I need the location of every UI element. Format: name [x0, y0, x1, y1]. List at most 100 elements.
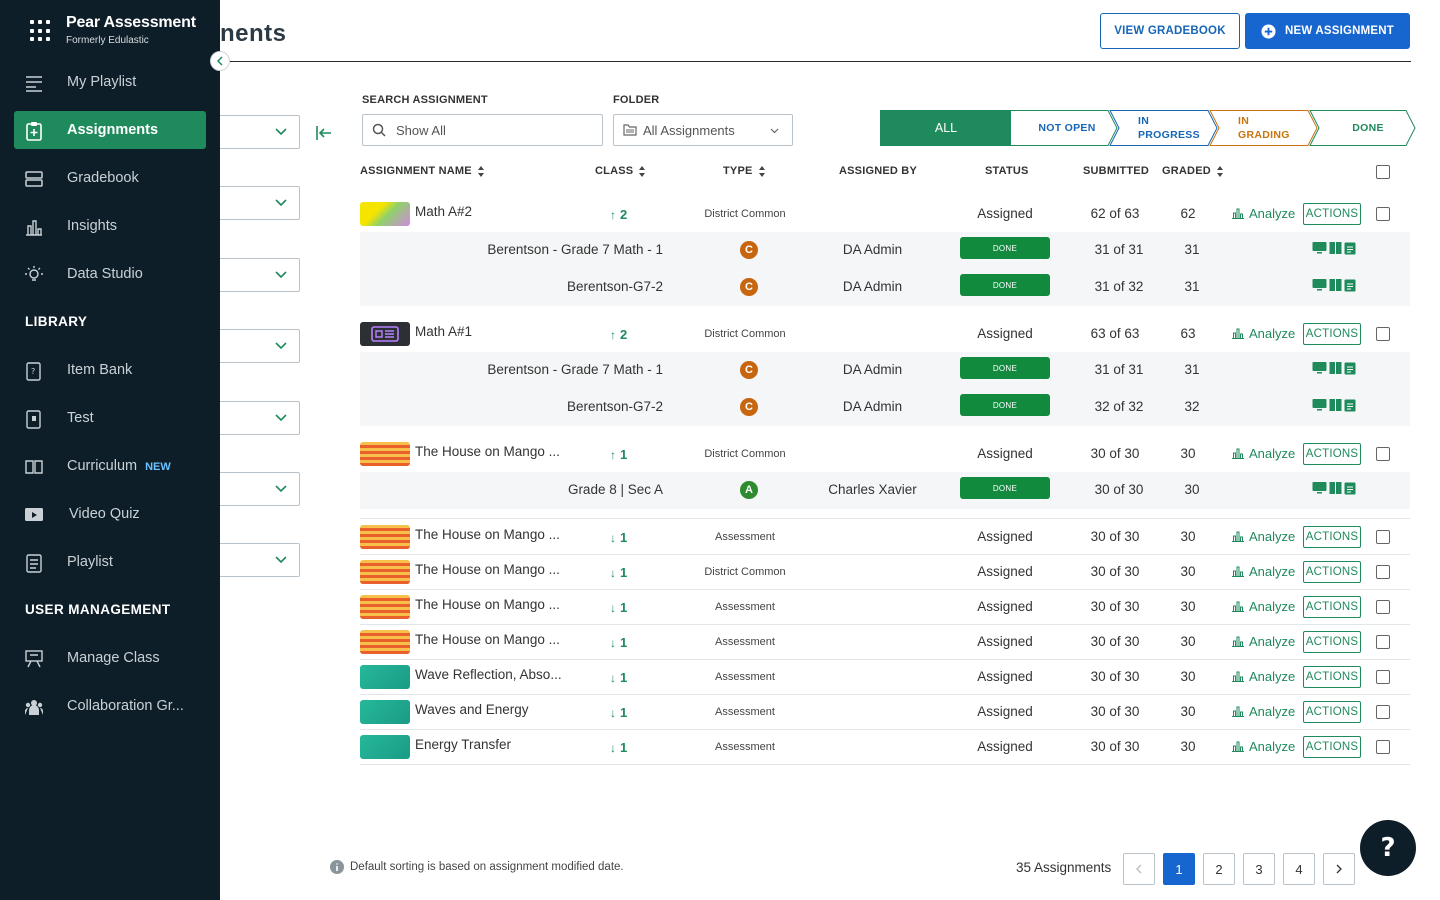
sidebar-item-manage-class[interactable]: Manage Class — [14, 639, 206, 677]
assignment-name[interactable]: The House on Mango ... — [415, 562, 560, 577]
sidebar-item-collaboration-groups[interactable]: Collaboration Gr... — [14, 687, 206, 725]
prev-page-button[interactable] — [1123, 853, 1155, 885]
col-header-assignment-name[interactable]: ASSIGNMENT NAME — [360, 165, 484, 177]
filter-select-3[interactable] — [220, 258, 300, 292]
monitor-icon[interactable] — [1312, 278, 1327, 291]
next-page-button[interactable] — [1323, 853, 1355, 885]
analyze-link[interactable]: Analyze — [1232, 739, 1295, 754]
tab-in-grading[interactable]: IN GRADING — [1238, 115, 1290, 141]
sidebar-item-my-playlist[interactable]: My Playlist — [14, 63, 206, 101]
sidebar-item-insights[interactable]: Insights — [14, 207, 206, 245]
assignment-name[interactable]: Wave Reflection, Abso... — [415, 667, 562, 682]
assignment-name[interactable]: The House on Mango ... — [415, 444, 560, 459]
col-header-type[interactable]: TYPE — [723, 165, 765, 177]
sidebar-item-gradebook[interactable]: Gradebook — [14, 159, 206, 197]
row-checkbox[interactable] — [1376, 600, 1390, 614]
col-header-class[interactable]: CLASS — [595, 165, 646, 177]
book-open-icon[interactable] — [1329, 398, 1342, 412]
sidebar-item-assignments[interactable]: Assignments — [14, 111, 206, 149]
actions-button[interactable]: ACTIONS — [1303, 323, 1361, 345]
monitor-icon[interactable] — [1312, 361, 1327, 374]
assignment-name[interactable]: Math A#1 — [415, 324, 473, 339]
row-checkbox[interactable] — [1376, 327, 1390, 341]
collapse-filters-icon[interactable] — [316, 126, 332, 140]
clipboard-icon[interactable] — [1344, 241, 1356, 255]
actions-button[interactable]: ACTIONS — [1303, 443, 1361, 465]
sidebar-item-playlist[interactable]: Playlist — [14, 543, 206, 581]
section-name[interactable]: Berentson-G7-2 — [566, 399, 663, 414]
assignment-name[interactable]: Math A#2 — [415, 204, 473, 219]
actions-button[interactable]: ACTIONS — [1303, 666, 1361, 688]
actions-button[interactable]: ACTIONS — [1303, 526, 1361, 548]
filter-select-4[interactable] — [220, 329, 300, 363]
row-checkbox[interactable] — [1376, 740, 1390, 754]
actions-button[interactable]: ACTIONS — [1303, 701, 1361, 723]
assignment-name[interactable]: The House on Mango ... — [415, 632, 560, 647]
row-checkbox[interactable] — [1376, 670, 1390, 684]
monitor-icon[interactable] — [1312, 398, 1327, 411]
row-checkbox[interactable] — [1376, 635, 1390, 649]
search-input[interactable]: Show All — [362, 114, 603, 146]
row-checkbox[interactable] — [1376, 565, 1390, 579]
section-name[interactable]: Berentson - Grade 7 Math - 1 — [487, 242, 663, 257]
actions-button[interactable]: ACTIONS — [1303, 203, 1361, 225]
analyze-link[interactable]: Analyze — [1232, 326, 1295, 341]
assignment-name[interactable]: Energy Transfer — [415, 737, 512, 752]
page-button-4[interactable]: 4 — [1283, 853, 1315, 885]
help-button[interactable]: ? — [1360, 820, 1416, 876]
analyze-link[interactable]: Analyze — [1232, 669, 1295, 684]
assignment-name[interactable]: The House on Mango ... — [415, 527, 560, 542]
analyze-link[interactable]: Analyze — [1232, 206, 1295, 221]
book-open-icon[interactable] — [1329, 241, 1342, 255]
book-open-icon[interactable] — [1329, 361, 1342, 375]
row-checkbox[interactable] — [1376, 207, 1390, 221]
collapse-sidebar-button[interactable] — [210, 51, 230, 71]
section-name[interactable]: Grade 8 | Sec A — [567, 482, 663, 497]
clipboard-icon[interactable] — [1344, 481, 1356, 495]
sidebar-item-item-bank[interactable]: ? Item Bank — [14, 351, 206, 389]
monitor-icon[interactable] — [1312, 241, 1327, 254]
tab-done[interactable]: DONE — [1352, 122, 1384, 134]
clipboard-icon[interactable] — [1344, 398, 1356, 412]
page-button-2[interactable]: 2 — [1203, 853, 1235, 885]
analyze-link[interactable]: Analyze — [1232, 529, 1295, 544]
sidebar-item-test[interactable]: Test — [14, 399, 206, 437]
clipboard-icon[interactable] — [1344, 278, 1356, 292]
book-open-icon[interactable] — [1329, 278, 1342, 292]
new-assignment-button[interactable]: NEW ASSIGNMENT — [1245, 13, 1410, 49]
view-gradebook-button[interactable]: VIEW GRADEBOOK — [1100, 13, 1240, 49]
analyze-link[interactable]: Analyze — [1232, 564, 1295, 579]
tab-not-open[interactable]: NOT OPEN — [1038, 122, 1096, 134]
filter-select-2[interactable] — [220, 186, 300, 220]
analyze-link[interactable]: Analyze — [1232, 446, 1295, 461]
tab-in-progress[interactable]: IN PROGRESS — [1138, 115, 1200, 141]
row-checkbox[interactable] — [1376, 530, 1390, 544]
page-button-3[interactable]: 3 — [1243, 853, 1275, 885]
row-checkbox[interactable] — [1376, 705, 1390, 719]
assignment-name[interactable]: Waves and Energy — [415, 702, 529, 717]
assignment-name[interactable]: The House on Mango ... — [415, 597, 560, 612]
actions-button[interactable]: ACTIONS — [1303, 736, 1361, 758]
analyze-link[interactable]: Analyze — [1232, 599, 1295, 614]
row-checkbox[interactable] — [1376, 447, 1390, 461]
filter-select-7[interactable] — [220, 543, 300, 577]
sidebar-item-curriculum[interactable]: Curriculum NEW — [14, 447, 206, 485]
col-header-graded[interactable]: GRADED — [1162, 165, 1223, 177]
actions-button[interactable]: ACTIONS — [1303, 631, 1361, 653]
app-grid-icon[interactable] — [30, 20, 52, 42]
section-name[interactable]: Berentson-G7-2 — [566, 279, 663, 294]
clipboard-icon[interactable] — [1344, 361, 1356, 375]
section-name[interactable]: Berentson - Grade 7 Math - 1 — [487, 362, 663, 377]
monitor-icon[interactable] — [1312, 481, 1327, 494]
folder-select[interactable]: All Assignments — [613, 114, 793, 146]
actions-button[interactable]: ACTIONS — [1303, 561, 1361, 583]
page-button-1[interactable]: 1 — [1163, 853, 1195, 885]
actions-button[interactable]: ACTIONS — [1303, 596, 1361, 618]
sidebar-item-data-studio[interactable]: Data Studio — [14, 255, 206, 293]
book-open-icon[interactable] — [1329, 481, 1342, 495]
analyze-link[interactable]: Analyze — [1232, 634, 1295, 649]
analyze-link[interactable]: Analyze — [1232, 704, 1295, 719]
filter-select-5[interactable] — [220, 401, 300, 435]
tab-all[interactable]: ALL — [880, 110, 1012, 146]
filter-select-1[interactable] — [220, 115, 300, 149]
